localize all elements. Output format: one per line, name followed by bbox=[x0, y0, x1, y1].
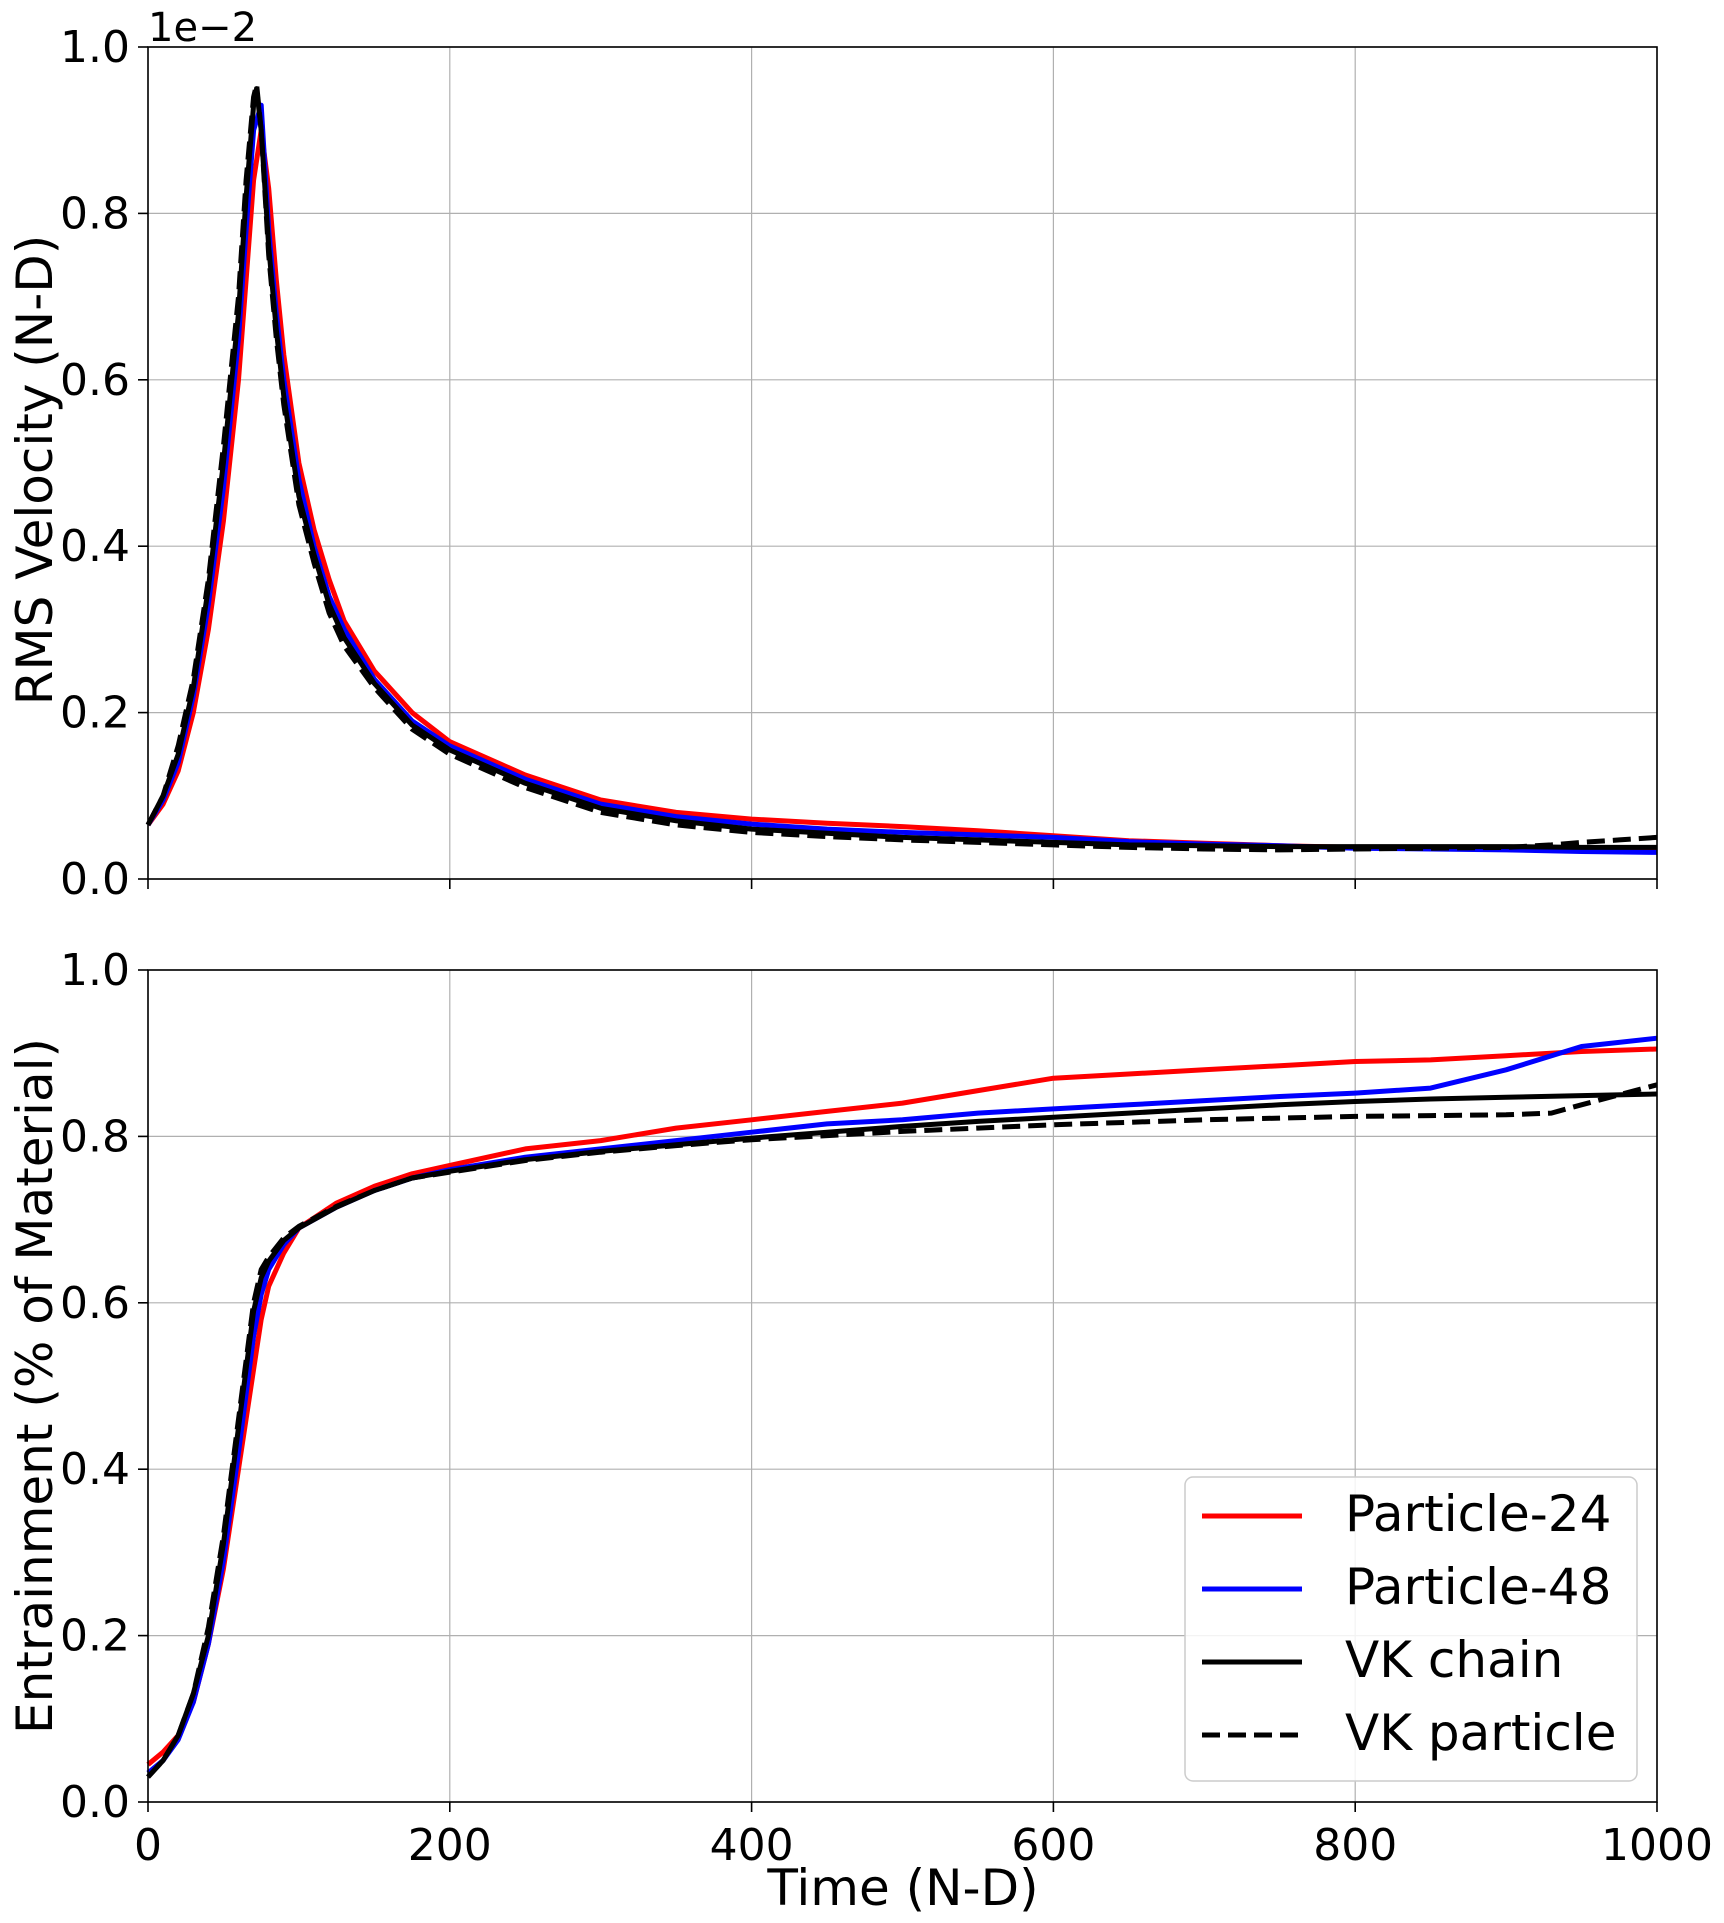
rms-series-vk-particle bbox=[145, 81, 1658, 853]
entrainment-y-tick-label: 0.8 bbox=[60, 1111, 130, 1162]
entrainment-y-tick-label: 0.0 bbox=[60, 1777, 130, 1828]
legend: Particle-24 Particle-48 VK chain VK part… bbox=[1184, 1476, 1638, 1782]
entrainment-y-tick-label: 0.2 bbox=[60, 1611, 130, 1662]
entrainment-axes-frame bbox=[147, 969, 1658, 1803]
entrainment-panel: 0 200 400 600 800 1000 0.0 0.2 0.4 0.6 0.8 1.0 Entr… bbox=[6, 945, 1713, 1917]
entrainment-series bbox=[146, 1035, 1658, 1779]
rms-y-tick-label: 0.6 bbox=[60, 355, 130, 406]
rms-series-vk-chain bbox=[145, 86, 1657, 850]
rms-y-tick-label: 0.4 bbox=[60, 521, 130, 572]
rms-y-tick-label: 1.0 bbox=[60, 22, 130, 73]
rms-velocity-panel: 0.0 0.2 0.4 0.6 0.8 1.0 RMS Velocity (N-D) 1e… bbox=[6, 5, 1658, 905]
entrainment-x-tick-label: 200 bbox=[408, 1820, 492, 1871]
rms-y-tick-label: 0.0 bbox=[60, 854, 130, 905]
rms-y-tick-label: 0.8 bbox=[60, 188, 130, 239]
legend-label-vk-chain: VK chain bbox=[1345, 1631, 1563, 1689]
rms-axes-frame bbox=[147, 46, 1658, 880]
entrainment-x-tick-label: 0 bbox=[134, 1820, 162, 1871]
entrainment-x-tick-label: 1000 bbox=[1601, 1820, 1713, 1871]
rms-scale-label: 1e−2 bbox=[148, 5, 257, 51]
rms-grid bbox=[147, 46, 1658, 880]
legend-label-particle-48: Particle-48 bbox=[1345, 1558, 1611, 1616]
rms-series-particle-48 bbox=[145, 102, 1658, 855]
x-axis-label: Time (N-D) bbox=[766, 1859, 1038, 1917]
entrainment-y-tick-label: 0.6 bbox=[60, 1278, 130, 1329]
entrainment-y-tick-label: 1.0 bbox=[60, 945, 130, 996]
entrainment-y-tick-label: 0.4 bbox=[60, 1444, 130, 1495]
legend-label-vk-particle: VK particle bbox=[1345, 1704, 1616, 1762]
rms-series-particle-24 bbox=[145, 127, 1657, 853]
rms-y-tick-label: 0.2 bbox=[60, 688, 130, 739]
entrainment-x-tick-label: 800 bbox=[1313, 1820, 1397, 1871]
rms-series bbox=[145, 81, 1658, 855]
rms-ticks: 0.0 0.2 0.4 0.6 0.8 1.0 bbox=[60, 22, 1658, 905]
legend-box bbox=[1184, 1476, 1638, 1782]
entrainment-x-tick-label: 400 bbox=[710, 1820, 794, 1871]
entrainment-series-vk-particle bbox=[146, 1082, 1658, 1779]
entrainment-y-axis-label: Entrainment (% of Material) bbox=[6, 1038, 64, 1734]
rms-y-axis-label: RMS Velocity (N-D) bbox=[6, 235, 64, 706]
entrainment-ticks: 0 200 400 600 800 1000 0.0 0.2 0.4 0.6 0.8 1.0 bbox=[60, 945, 1713, 1871]
legend-label-particle-24: Particle-24 bbox=[1345, 1485, 1611, 1543]
entrainment-x-tick-label: 600 bbox=[1011, 1820, 1095, 1871]
